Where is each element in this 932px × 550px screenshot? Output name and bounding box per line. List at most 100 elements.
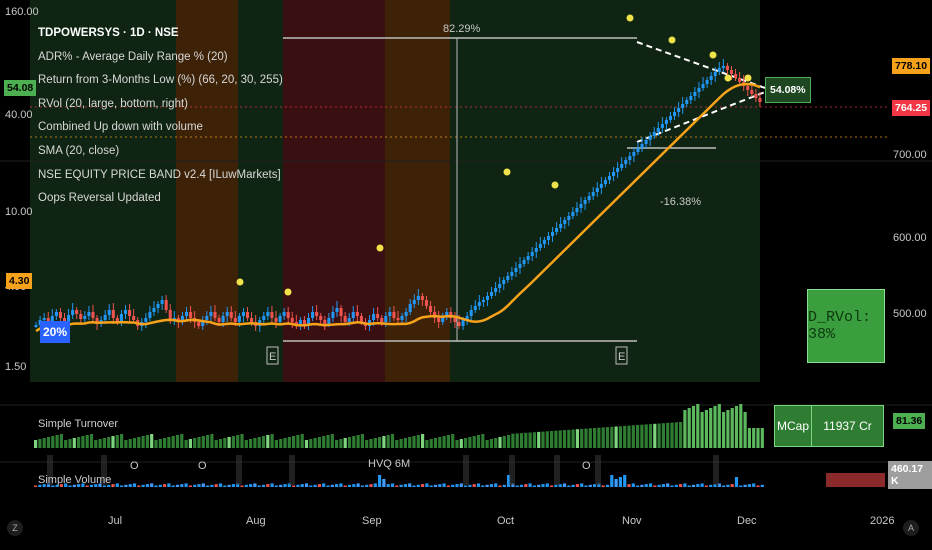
volume-bar (34, 485, 38, 487)
volume-bar (442, 483, 446, 487)
candle-body (587, 196, 591, 200)
turnover-bar (89, 434, 94, 448)
indicator-rvol[interactable]: RVol (20, large, bottom, right) (38, 97, 188, 110)
turnover-bar (249, 439, 253, 448)
volume-bar (261, 484, 266, 487)
turnover-bar (102, 438, 106, 448)
volume-bar (421, 484, 425, 487)
turnover-bar (489, 439, 493, 448)
turnover-bar (193, 438, 197, 448)
volume-bar (68, 485, 72, 487)
indicator-priceband[interactable]: NSE EQUITY PRICE BAND v2.4 [ILuwMarkets] (38, 168, 281, 181)
volume-pane-label[interactable]: Simple Volume (38, 474, 112, 486)
left-axis-tick: 10.00 (5, 206, 33, 218)
turnover-bar (545, 431, 549, 448)
turnover-bar (704, 410, 708, 448)
candle-body (62, 318, 67, 322)
volume-bar (343, 485, 347, 487)
hvq-label: HVQ 6M (368, 458, 410, 470)
turnover-bar (266, 435, 270, 448)
adr-tag: 4.30 (6, 273, 33, 289)
candle-body (335, 308, 339, 312)
left-axis-tick: 160.00 (5, 6, 39, 18)
mcap-box: MCap 11937 Cr (774, 405, 884, 447)
turnover-bar (356, 435, 360, 448)
candle-body (400, 316, 404, 320)
candle-body (636, 148, 640, 152)
volume-bar (476, 483, 481, 487)
candle-body (132, 316, 136, 320)
volume-bar (588, 484, 592, 487)
turnover-bar (365, 440, 369, 448)
candle-body (628, 156, 632, 160)
turnover-bar (360, 434, 364, 448)
turnover-bar (567, 429, 571, 448)
turnover-bar (283, 438, 287, 448)
turnover-bar (679, 422, 683, 448)
candle-body (652, 132, 656, 136)
volume-bar (240, 485, 244, 487)
auto-scale-icon[interactable]: A (903, 520, 919, 536)
oops-marker: O (130, 460, 139, 472)
x-axis-tick: Aug (246, 515, 266, 527)
indicator-adr[interactable]: ADR% - Average Daily Range % (20) (38, 50, 228, 63)
candle-body (713, 72, 717, 76)
turnover-pane-label[interactable]: Simple Turnover (38, 418, 119, 430)
turnover-bar (743, 412, 747, 448)
candle-body (156, 304, 160, 308)
turnover-bar (81, 436, 85, 448)
indicator-sma[interactable]: SMA (20, close) (38, 144, 120, 157)
candle-body (278, 316, 282, 322)
turnover-bar (34, 440, 38, 448)
mcap-value: 11937 Cr (823, 419, 872, 433)
oops-marker: O (582, 460, 591, 472)
left-axis-tick: 1.50 (5, 361, 26, 373)
mcap-label: MCap (775, 406, 812, 446)
indicator-oops[interactable]: Oops Reversal Updated (38, 192, 161, 205)
signal-dot (503, 168, 511, 176)
turnover-bar (167, 437, 171, 448)
candle-body (87, 312, 91, 316)
turnover-bar (403, 438, 407, 448)
volume-bar (369, 484, 373, 487)
turnover-bar (236, 435, 240, 448)
candle-body (677, 108, 681, 112)
volume-bar (627, 484, 631, 487)
turnover-bar (171, 436, 175, 448)
volume-bar (51, 485, 55, 487)
volume-bar (683, 483, 687, 487)
turnover-bar (154, 440, 158, 448)
turnover-bar (390, 434, 395, 448)
turnover-bar (519, 433, 524, 448)
volume-bar (528, 483, 532, 487)
volume-bar (163, 484, 167, 487)
candle-body (510, 272, 514, 276)
volume-bar (244, 484, 248, 487)
turnover-bar (270, 434, 274, 448)
volume-bar (46, 483, 51, 487)
turnover-bar (494, 438, 498, 448)
candle-body (237, 316, 241, 322)
candle-body (607, 176, 612, 180)
volume-bar (154, 485, 158, 487)
indicator-return[interactable]: Return from 3-Months Low (%) (66, 20, 30… (38, 74, 283, 87)
candle-body (534, 248, 538, 252)
candle-body (79, 314, 83, 319)
candle-body (632, 152, 636, 156)
candle-body (180, 316, 184, 322)
candle-body (738, 78, 742, 82)
candle-body (217, 318, 221, 322)
candle-body (197, 322, 201, 326)
candle-body (115, 318, 119, 322)
turnover-bar (163, 438, 167, 448)
candle-body (518, 264, 522, 268)
candle-body (331, 312, 335, 318)
indicator-updown[interactable]: Combined Up down with volume (38, 121, 203, 134)
volume-bar (657, 484, 661, 487)
candle-body (445, 312, 449, 316)
candle-body (750, 90, 754, 94)
candle-body (233, 318, 237, 322)
red-status-bar (826, 473, 885, 487)
turnover-bar (150, 434, 154, 448)
timezone-icon[interactable]: Z (7, 520, 23, 536)
